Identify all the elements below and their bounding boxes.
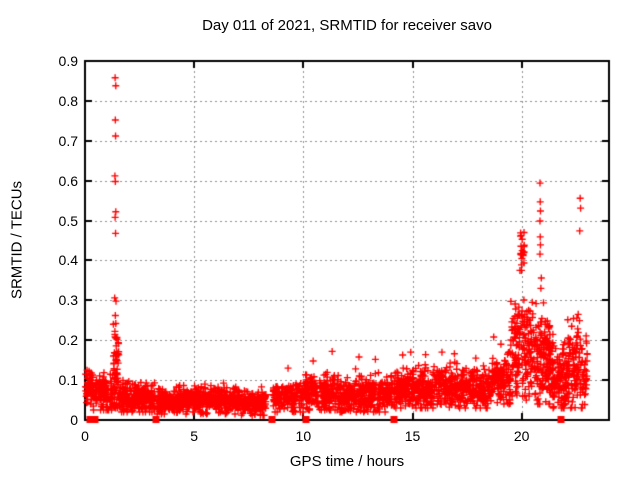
- chart-title: Day 011 of 2021, SRMTID for receiver sav…: [202, 17, 492, 34]
- y-tick-label: 0.1: [58, 372, 78, 389]
- y-tick-label: 0.7: [58, 132, 78, 149]
- y-tick-label: 0.6: [58, 172, 78, 189]
- x-tick-label: 10: [295, 428, 312, 444]
- y-tick-label: 0.5: [58, 212, 78, 229]
- y-tick-label: 0.9: [58, 53, 78, 69]
- x-tick-label: 0: [81, 428, 89, 444]
- y-tick-label: 0.3: [58, 292, 78, 309]
- y-tick-label: 0.4: [58, 252, 78, 269]
- y-tick-label: 0.2: [58, 332, 78, 349]
- y-tick-label: 0.8: [58, 92, 78, 109]
- x-tick-label: 20: [513, 428, 530, 444]
- x-axis-label: GPS time / hours: [289, 453, 405, 470]
- y-tick-label: 0: [70, 412, 78, 428]
- y-axis-label: SRMTID / TECUs: [8, 180, 26, 300]
- x-tick-label: 5: [190, 428, 199, 444]
- x-tick-label: 15: [404, 428, 421, 444]
